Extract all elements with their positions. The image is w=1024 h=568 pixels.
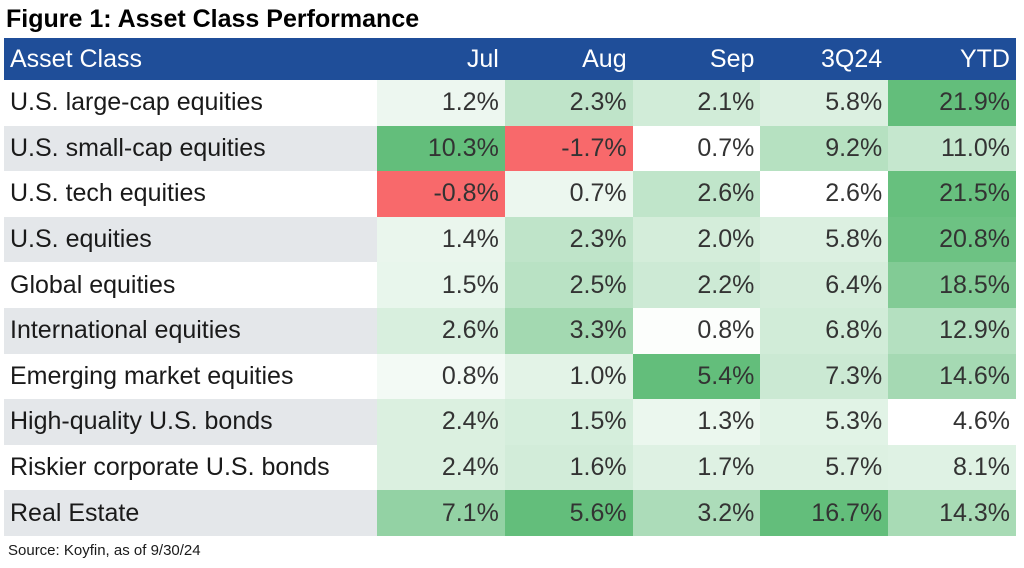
table-row: High-quality U.S. bonds 2.4% 1.5% 1.3% 5.3% 4… [4, 399, 1016, 445]
table-row: Riskier corporate U.S. bonds 2.4% 1.6% 1.7%… [4, 444, 1016, 491]
value-cell: 5.7% [760, 444, 889, 491]
value-cell: 2.4% [377, 444, 505, 491]
value-cell: 1.4% [377, 216, 505, 263]
value-cell: 0.7% [632, 125, 761, 172]
row-label: Real Estate [4, 490, 377, 536]
value-cell: 2.3% [504, 80, 633, 126]
value-cell: 2.0% [632, 216, 761, 263]
value-cell: 2.6% [760, 171, 889, 217]
value-cell: 5.6% [504, 490, 633, 536]
value-cell: 5.3% [760, 399, 889, 445]
value-cell: 0.8% [632, 307, 761, 354]
value-cell: 2.5% [504, 262, 633, 308]
value-cell: 2.4% [377, 399, 505, 445]
value-cell: 21.9% [888, 80, 1016, 126]
value-cell: -0.8% [377, 171, 505, 217]
value-cell: 3.3% [504, 307, 633, 354]
value-cell: 5.8% [760, 80, 889, 126]
column-header-asset-class: Asset Class [10, 44, 142, 73]
value-cell: 2.6% [377, 307, 505, 354]
value-cell: 7.3% [760, 353, 889, 400]
row-label: U.S. equities [4, 216, 377, 263]
value-cell: 2.6% [632, 171, 761, 217]
table-header-row: Asset Class Jul Aug Sep 3Q24 YTD [4, 38, 1016, 80]
column-header-3q24: 3Q24 [821, 44, 883, 73]
value-cell: 11.0% [888, 125, 1016, 172]
value-cell: 5.8% [760, 216, 889, 263]
table-row: U.S. large-cap equities 1.2% 2.3% 2.1% 5.8% 2… [4, 80, 1016, 126]
value-cell: 14.6% [888, 353, 1016, 400]
value-cell: 1.5% [377, 262, 505, 308]
table-row: U.S. equities 1.4% 2.3% 2.0% 5.8% 20.8% [4, 216, 1016, 263]
value-cell: -1.7% [504, 125, 633, 172]
table-row: International equities 2.6% 3.3% 0.8% 6.8% 12… [4, 307, 1016, 354]
column-header-sep: Sep [709, 44, 755, 73]
value-cell: 2.2% [632, 262, 761, 308]
column-header-aug: Aug [582, 44, 627, 73]
value-cell: 16.7% [760, 490, 889, 536]
value-cell: 1.5% [504, 399, 633, 445]
value-cell: 21.5% [888, 171, 1016, 217]
value-cell: 20.8% [888, 216, 1016, 263]
value-cell: 1.0% [504, 353, 633, 400]
value-cell: 5.4% [632, 353, 761, 400]
value-cell: 4.6% [888, 399, 1016, 445]
value-cell: 1.3% [632, 399, 761, 445]
value-cell: 18.5% [888, 262, 1016, 308]
column-header-jul: Jul [466, 44, 499, 73]
value-cell: 6.4% [760, 262, 889, 308]
source-note: Source: Koyfin, as of 9/30/24 [8, 542, 201, 559]
table-row: U.S. tech equities -0.8% 0.7% 2.6% 2.6% 21.5% [4, 171, 1016, 217]
value-cell: 7.1% [377, 490, 505, 536]
table-row: Global equities 1.5% 2.5% 2.2% 6.4% 18.5% [4, 262, 1016, 308]
value-cell: 0.8% [377, 353, 505, 400]
performance-table: Asset Class Jul Aug Sep 3Q24 YTD U.S. large-c… [4, 38, 1016, 536]
table-row: Emerging market equities 0.8% 1.0% 5.4% 7.3%… [4, 353, 1016, 400]
value-cell: 2.1% [632, 80, 761, 126]
value-cell: 8.1% [888, 444, 1016, 491]
value-cell: 3.2% [632, 490, 761, 536]
row-label: U.S. small-cap equities [4, 125, 377, 172]
value-cell: 1.2% [377, 80, 505, 126]
row-label: Riskier corporate U.S. bonds [4, 444, 377, 491]
value-cell: 6.8% [760, 307, 889, 354]
figure-title: Figure 1: Asset Class Performance [6, 5, 420, 33]
table-body: U.S. large-cap equities 1.2% 2.3% 2.1% 5.8% 2… [4, 80, 1016, 536]
value-cell: 10.3% [377, 125, 505, 172]
value-cell: 0.7% [504, 171, 633, 217]
value-cell: 1.7% [632, 444, 761, 491]
value-cell: 9.2% [760, 125, 889, 172]
row-label: International equities [4, 307, 377, 354]
column-header-ytd: YTD [959, 44, 1010, 73]
value-cell: 2.3% [504, 216, 633, 263]
row-label: U.S. large-cap equities [4, 80, 377, 126]
value-cell: 12.9% [888, 307, 1016, 354]
table-row: Real Estate 7.1% 5.6% 3.2% 16.7% 14.3% [4, 490, 1016, 536]
row-label: Emerging market equities [4, 353, 377, 400]
table-row: U.S. small-cap equities 10.3% -1.7% 0.7% 9.2… [4, 125, 1016, 172]
row-label: U.S. tech equities [4, 171, 377, 217]
row-label: High-quality U.S. bonds [4, 399, 377, 445]
value-cell: 1.6% [504, 444, 633, 491]
row-label: Global equities [4, 262, 377, 308]
value-cell: 14.3% [888, 490, 1016, 536]
